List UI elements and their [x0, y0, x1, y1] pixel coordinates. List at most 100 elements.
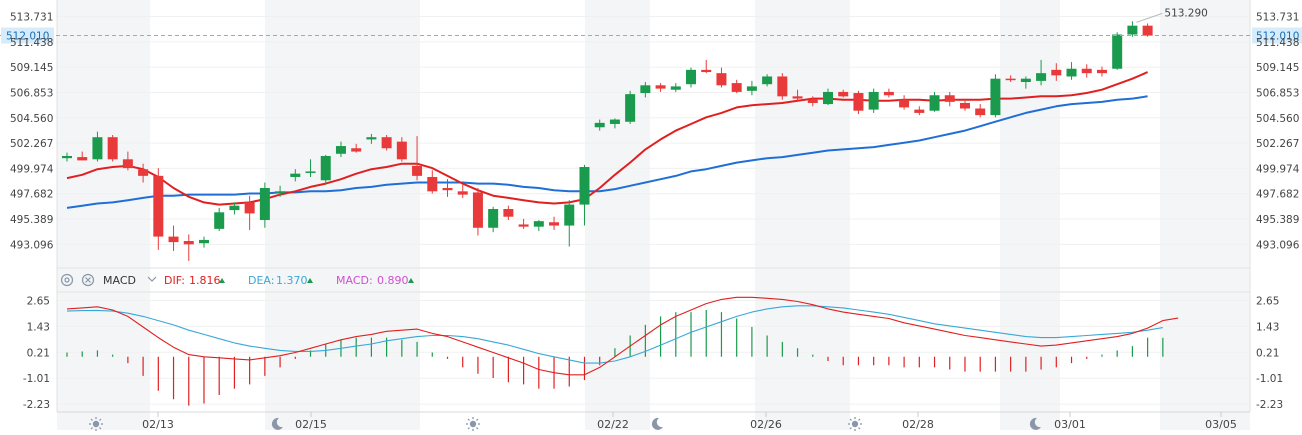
date-tick-label: 02/26	[750, 418, 782, 431]
candle-body	[868, 91, 879, 110]
macd-indicator-name: MACD	[103, 274, 136, 287]
candle-body	[153, 175, 164, 237]
dif-value: 1.816	[189, 274, 221, 287]
candle-body	[1051, 69, 1062, 76]
price-tick-label: 497.682	[1256, 189, 1299, 201]
price-tick-label: 495.389	[1256, 214, 1299, 226]
date-tick-label: 02/22	[597, 418, 629, 431]
sun-icon	[466, 417, 480, 431]
candle-body	[594, 122, 605, 128]
session-band	[1160, 0, 1250, 430]
macd-tick-label: -1.01	[23, 373, 50, 385]
candle-body	[366, 137, 377, 140]
session-band	[57, 0, 150, 430]
dea-value: 1.370	[276, 274, 308, 287]
macd-axis-left: 2.65 1.43 0.21 -1.01 -2.23	[23, 295, 50, 411]
candle-body	[488, 208, 499, 228]
candle-body	[351, 148, 362, 152]
macd-up-arrow-icon	[408, 278, 414, 283]
candle-body	[944, 95, 955, 102]
dea-up-arrow-icon	[307, 278, 313, 283]
candle-body	[899, 99, 910, 108]
macd-histogram	[66, 310, 1164, 406]
candle-body	[823, 91, 833, 105]
dea-label: DEA:	[248, 274, 274, 287]
moon-icon	[651, 417, 663, 430]
dea-line	[66, 305, 1163, 364]
sun-icon	[89, 417, 103, 431]
price-tick-label: 504.560	[1256, 113, 1299, 125]
price-axis-right: 513.731 511.438 509.145 506.853 504.560 502.2…	[1256, 11, 1300, 251]
ma-long-line	[66, 95, 1148, 209]
last-price-tag-right: 512.010	[1256, 30, 1299, 42]
candle-body	[320, 155, 331, 181]
macd-pane[interactable]	[66, 296, 1179, 406]
candle-body	[579, 167, 590, 205]
price-pane[interactable]	[62, 21, 1153, 261]
candle-body	[305, 171, 316, 173]
candle-body	[259, 188, 270, 221]
candle-body	[138, 169, 149, 176]
candle-body	[990, 78, 1001, 116]
macd-value: 0.890	[377, 274, 409, 287]
candle-body	[412, 165, 423, 176]
candle-body	[731, 83, 742, 92]
price-tick-label: 513.731	[10, 11, 53, 23]
candle-body	[1020, 78, 1031, 82]
macd-tick-label: -2.23	[23, 399, 50, 411]
session-icons	[89, 417, 1041, 431]
candlesticks	[62, 21, 1153, 261]
price-tick-label: 499.974	[10, 163, 54, 175]
dea-path	[66, 305, 1163, 364]
candle-body	[1112, 34, 1123, 69]
session-band	[755, 0, 850, 430]
price-tick-label: 499.974	[1256, 163, 1300, 175]
macd-tick-label: 1.43	[27, 321, 50, 333]
price-tick-label: 506.853	[1256, 87, 1299, 99]
macd-axis-right: 2.65 1.43 0.21 -1.01 -2.23	[1256, 295, 1283, 411]
high-marker-label: 513.290	[1164, 7, 1207, 19]
macd-tick-label: 0.21	[27, 347, 50, 359]
session-band	[265, 0, 420, 430]
candle-body	[168, 236, 179, 243]
candle-body	[1005, 78, 1016, 81]
candle-body	[442, 188, 453, 191]
candle-body	[762, 76, 773, 85]
candle-body	[686, 69, 697, 85]
candle-body	[670, 86, 681, 90]
candle-body	[655, 85, 666, 89]
price-tick-label: 495.389	[10, 214, 53, 226]
candle-body	[746, 86, 757, 91]
close-icon[interactable]	[81, 273, 95, 287]
date-tick-label: 02/13	[142, 418, 174, 431]
ma-long-path	[66, 95, 1148, 209]
candle-body	[1066, 68, 1077, 77]
candle-body	[533, 221, 544, 227]
candle-body	[244, 202, 255, 214]
candle-body	[518, 224, 529, 227]
chevron-down-icon[interactable]	[147, 276, 157, 282]
macd-tick-label: -1.01	[1256, 373, 1283, 385]
high-marker-leader	[1136, 12, 1163, 23]
candle-body	[549, 222, 560, 226]
session-band	[1000, 0, 1060, 430]
candle-body	[1096, 69, 1107, 74]
candle-body	[838, 91, 849, 97]
price-tick-label: 506.853	[10, 87, 53, 99]
gear-icon[interactable]	[60, 273, 74, 287]
last-price-tag-left: 512.010	[6, 30, 49, 42]
candle-body	[1127, 25, 1138, 35]
candle-body	[472, 192, 483, 228]
session-bands	[57, 0, 1250, 430]
sun-icon	[848, 417, 862, 431]
macd-tick-label: 2.65	[27, 295, 50, 307]
candle-body	[701, 69, 712, 73]
candle-body	[853, 93, 864, 111]
candle-body	[503, 208, 514, 217]
candle-body	[1036, 73, 1047, 81]
date-tick-label: 02/28	[902, 418, 934, 431]
price-tick-label: 511.438	[1256, 37, 1299, 49]
session-band	[585, 0, 650, 430]
candle-body	[198, 239, 209, 244]
